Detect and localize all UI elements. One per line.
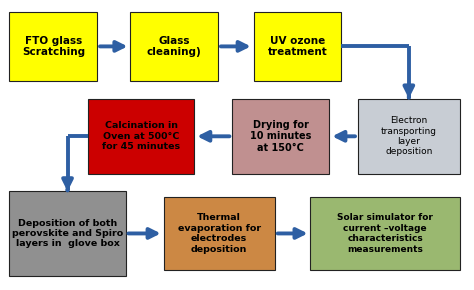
Text: Solar simulator for
current –voltage
characteristics
measurements: Solar simulator for current –voltage cha… (337, 213, 433, 253)
FancyBboxPatch shape (88, 99, 194, 174)
FancyBboxPatch shape (232, 99, 329, 174)
Text: Electron
transporting
layer
deposition: Electron transporting layer deposition (381, 116, 437, 156)
Text: Thermal
evaporation for
electrodes
deposition: Thermal evaporation for electrodes depos… (178, 213, 261, 253)
Text: FTO glass
Scratching: FTO glass Scratching (22, 36, 85, 57)
FancyBboxPatch shape (9, 12, 97, 81)
FancyBboxPatch shape (310, 197, 460, 270)
Text: Drying for
10 minutes
at 150°C: Drying for 10 minutes at 150°C (250, 120, 311, 153)
FancyBboxPatch shape (9, 191, 126, 276)
Text: Glass
cleaning): Glass cleaning) (147, 36, 201, 57)
FancyBboxPatch shape (358, 99, 460, 174)
FancyBboxPatch shape (164, 197, 275, 270)
FancyBboxPatch shape (130, 12, 218, 81)
Text: Calcination in
Oven at 500°C
for 45 minutes: Calcination in Oven at 500°C for 45 minu… (102, 122, 180, 151)
Text: Deposition of both
perovskite and Spiro
layers in  glove box: Deposition of both perovskite and Spiro … (12, 219, 123, 248)
FancyBboxPatch shape (254, 12, 341, 81)
Text: UV ozone
treatment: UV ozone treatment (267, 36, 328, 57)
